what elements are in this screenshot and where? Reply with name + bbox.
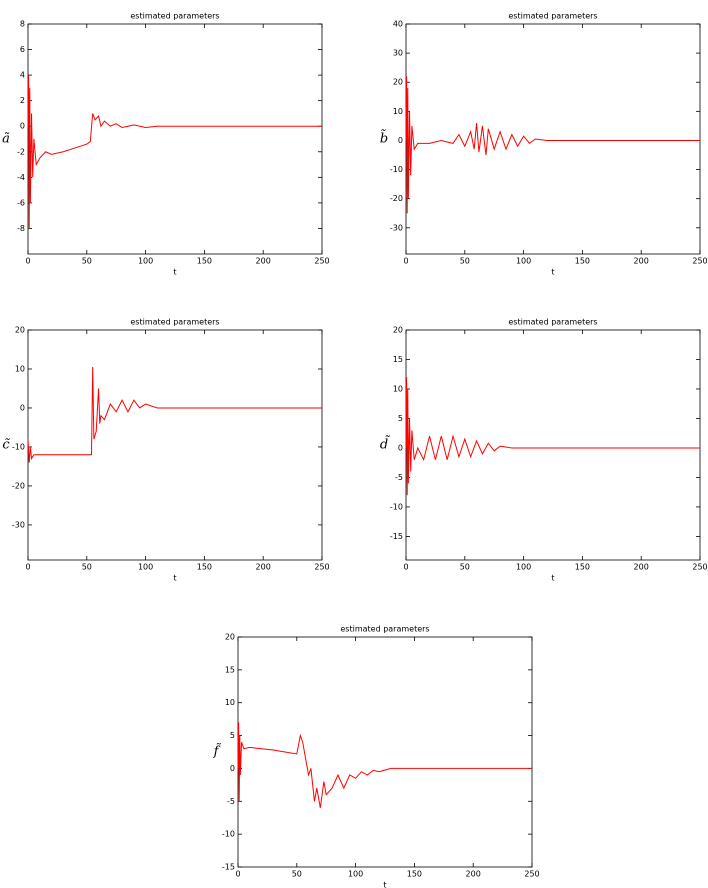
y-tick-label: -30: [12, 520, 25, 529]
chart-title: estimated parameters: [130, 318, 219, 327]
data-line: [27, 367, 322, 463]
y-tick-label: -5: [395, 473, 403, 482]
data-line: [27, 75, 322, 229]
x-tick-label: 50: [460, 563, 470, 572]
x-tick-label: 50: [82, 257, 92, 266]
y-tick-label: 15: [225, 665, 235, 674]
x-tick-label: 100: [348, 870, 363, 879]
y-tick-label: 30: [393, 49, 403, 58]
y-tick-label: 5: [398, 414, 403, 423]
x-tick-label: 250: [524, 870, 539, 879]
data-line: [405, 76, 700, 214]
x-tick-label: 150: [407, 870, 422, 879]
y-tick-label: 10: [225, 698, 235, 707]
data-line: [237, 722, 532, 808]
x-tick-label: 100: [138, 257, 153, 266]
x-tick-label: 200: [634, 257, 649, 266]
y-axis-label: d̃: [380, 436, 390, 453]
y-tick-label: 5: [230, 731, 235, 740]
y-tick-label: -10: [390, 502, 403, 511]
x-tick-label: 50: [292, 870, 302, 879]
y-tick-label: -8: [17, 224, 25, 233]
x-axis-label: t: [551, 574, 554, 583]
x-tick-label: 0: [403, 257, 408, 266]
y-tick-label: -10: [390, 165, 403, 174]
y-tick-label: -10: [222, 830, 235, 839]
y-tick-label: 10: [15, 364, 25, 373]
x-tick-label: 250: [692, 257, 707, 266]
chart-title: estimated parameters: [508, 318, 597, 327]
y-axis-label: ã: [2, 132, 10, 147]
x-tick-label: 250: [314, 563, 329, 572]
y-tick-label: -2: [17, 147, 25, 156]
x-tick-label: 100: [516, 257, 531, 266]
y-tick-label: 0: [230, 764, 235, 773]
x-tick-label: 150: [197, 563, 212, 572]
x-axis-label: t: [383, 881, 386, 888]
x-tick-label: 150: [197, 257, 212, 266]
y-tick-label: 15: [393, 355, 403, 364]
y-tick-label: 10: [393, 107, 403, 116]
plot-area: [27, 23, 323, 255]
y-tick-label: 0: [398, 136, 403, 145]
y-axis-label: c̃: [2, 438, 10, 453]
y-tick-label: -20: [12, 481, 25, 490]
y-tick-label: 0: [20, 122, 25, 131]
y-tick-label: 20: [225, 633, 235, 642]
plot-area: [405, 329, 701, 561]
x-axis-label: t: [173, 574, 176, 583]
y-tick-label: 20: [15, 326, 25, 335]
plot-area: [405, 23, 701, 255]
y-axis-label: f̃: [213, 743, 222, 760]
x-axis-label: t: [173, 268, 176, 277]
y-tick-label: -30: [390, 223, 403, 232]
y-tick-label: 10: [393, 384, 403, 393]
y-tick-label: 6: [20, 45, 25, 54]
x-tick-label: 150: [575, 257, 590, 266]
x-tick-label: 150: [575, 563, 590, 572]
x-tick-label: 50: [460, 257, 470, 266]
x-axis-label: t: [551, 268, 554, 277]
y-tick-label: -10: [12, 442, 25, 451]
y-tick-label: 4: [20, 71, 25, 80]
y-tick-label: -20: [390, 194, 403, 203]
x-tick-label: 200: [466, 870, 481, 879]
x-tick-label: 0: [25, 563, 30, 572]
y-axis-label: b̃: [380, 130, 388, 147]
y-tick-label: 2: [20, 96, 25, 105]
x-tick-label: 0: [403, 563, 408, 572]
data-line: [405, 377, 700, 496]
x-tick-label: 100: [516, 563, 531, 572]
y-tick-label: 0: [20, 403, 25, 412]
y-tick-label: 8: [20, 20, 25, 29]
x-tick-label: 200: [256, 563, 271, 572]
chart-title: estimated parameters: [340, 625, 429, 634]
chart-title: estimated parameters: [508, 12, 597, 21]
x-tick-label: 0: [25, 257, 30, 266]
chart-title: estimated parameters: [130, 12, 219, 21]
x-tick-label: 50: [82, 563, 92, 572]
y-tick-label: -15: [390, 532, 403, 541]
x-tick-label: 100: [138, 563, 153, 572]
y-tick-label: -6: [17, 198, 25, 207]
y-tick-label: 0: [398, 443, 403, 452]
y-tick-label: 20: [393, 326, 403, 335]
y-tick-label: 40: [393, 20, 403, 29]
x-tick-label: 200: [634, 563, 649, 572]
y-tick-label: -5: [227, 797, 235, 806]
x-tick-label: 0: [235, 870, 240, 879]
y-tick-label: -4: [17, 173, 25, 182]
y-tick-label: 20: [393, 78, 403, 87]
y-tick-label: -15: [222, 863, 235, 872]
x-tick-label: 250: [692, 563, 707, 572]
plot-area: [27, 329, 323, 561]
x-tick-label: 250: [314, 257, 329, 266]
x-tick-label: 200: [256, 257, 271, 266]
